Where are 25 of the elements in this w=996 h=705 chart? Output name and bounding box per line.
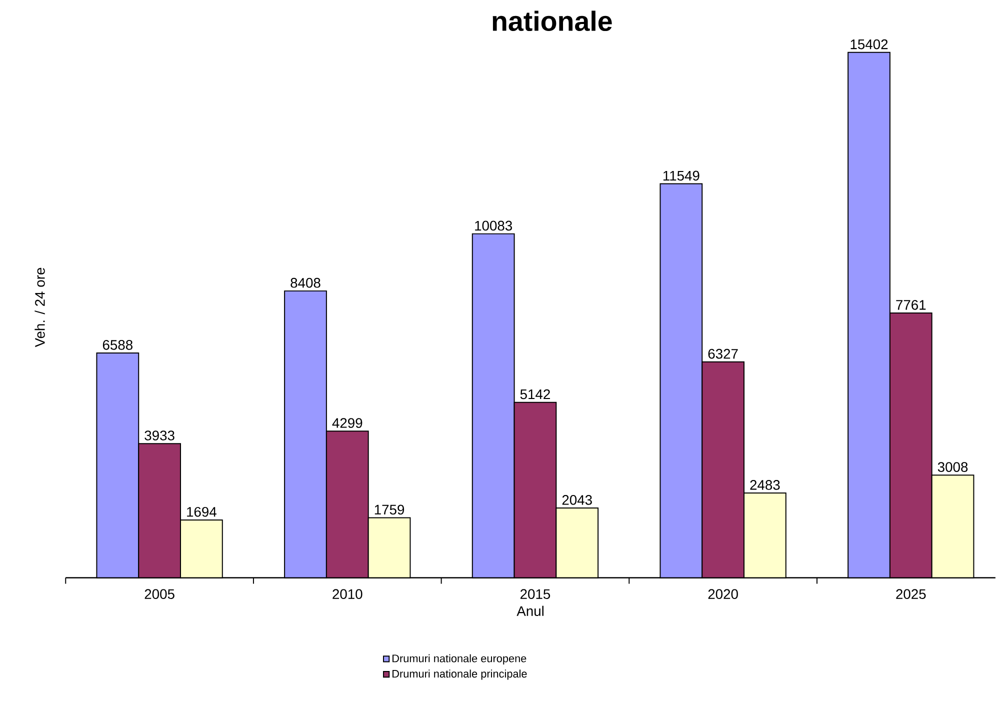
data-label: 1694: [187, 506, 216, 517]
x-tick-label: 2025: [896, 589, 926, 600]
y-axis-title: Veh. / 24 ore: [34, 268, 45, 348]
data-label: 6588: [102, 340, 132, 350]
data-label: 6327: [708, 348, 738, 359]
data-label: 7761: [896, 300, 926, 310]
data-label: 15402: [850, 39, 888, 50]
x-tick-label: 2020: [708, 589, 738, 600]
data-label: 3008: [938, 462, 968, 472]
data-label: 2483: [750, 480, 780, 490]
x-axis-title: Anul: [516, 606, 544, 616]
data-label: 11549: [663, 170, 700, 181]
legend-label: Drumuri nationale europene: [392, 654, 526, 664]
data-label: 4299: [332, 418, 362, 428]
data-label: 10083: [475, 220, 512, 231]
legend-label: Drumuri nationale principale: [392, 670, 527, 680]
data-label: 8408: [290, 278, 320, 288]
data-label: 2043: [562, 495, 592, 505]
data-label: 5142: [520, 389, 550, 400]
x-tick-label: 2015: [520, 589, 550, 600]
chart-title: nationale: [492, 10, 612, 32]
data-label: 1759: [374, 504, 404, 515]
data-label: 3933: [144, 430, 174, 440]
x-tick-label: 2005: [144, 589, 174, 600]
x-tick-label: 2010: [332, 589, 362, 600]
